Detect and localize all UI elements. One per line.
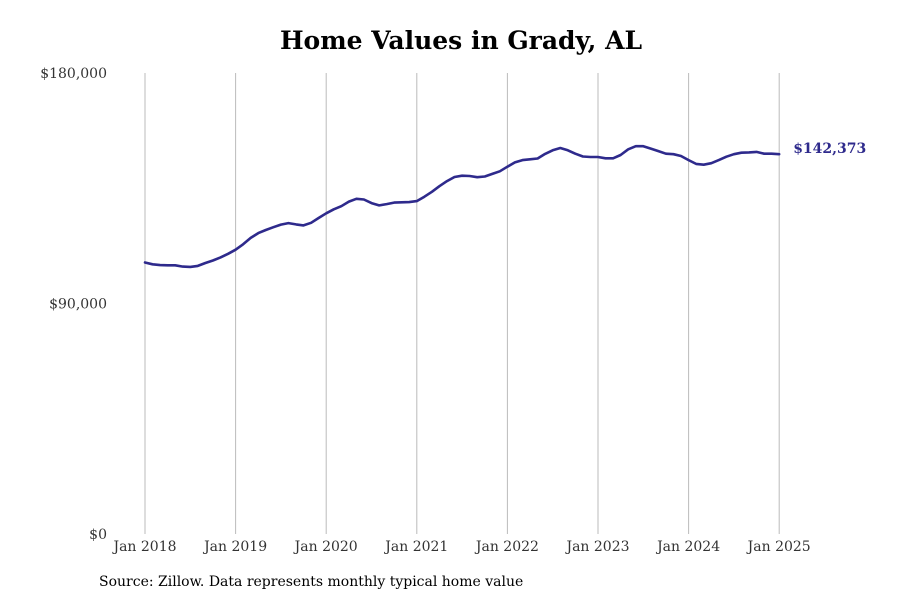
x-tick-label: Jan 2024: [655, 539, 720, 555]
x-tick-label: Jan 2018: [111, 539, 176, 555]
y-tick-label: $0: [89, 527, 107, 543]
x-tick-label: Jan 2019: [202, 539, 267, 555]
x-tick-label: Jan 2020: [293, 539, 358, 555]
x-tick-label: Jan 2021: [383, 539, 448, 555]
grid-lines: [144, 73, 780, 534]
home-value-line-series: [143, 144, 781, 269]
y-axis-ticks: $0 $90,000 $180,000: [40, 66, 107, 543]
x-tick-label: Jan 2023: [564, 539, 629, 555]
y-tick-label: $180,000: [40, 66, 107, 82]
chart-title: Home Values in Grady, AL: [279, 26, 643, 55]
x-axis-ticks: Jan 2018 Jan 2019 Jan 2020 Jan 2021 Jan 2022…: [111, 539, 810, 555]
x-tick-label: Jan 2022: [474, 539, 539, 555]
y-tick-label: $90,000: [49, 297, 107, 313]
source-note: Source: Zillow. Data represents monthly …: [99, 574, 524, 590]
end-value-label: $142,373: [793, 141, 866, 157]
series-line: [143, 144, 781, 269]
x-tick-label: Jan 2025: [746, 539, 811, 555]
end-value-label-group: $142,373: [793, 141, 866, 157]
